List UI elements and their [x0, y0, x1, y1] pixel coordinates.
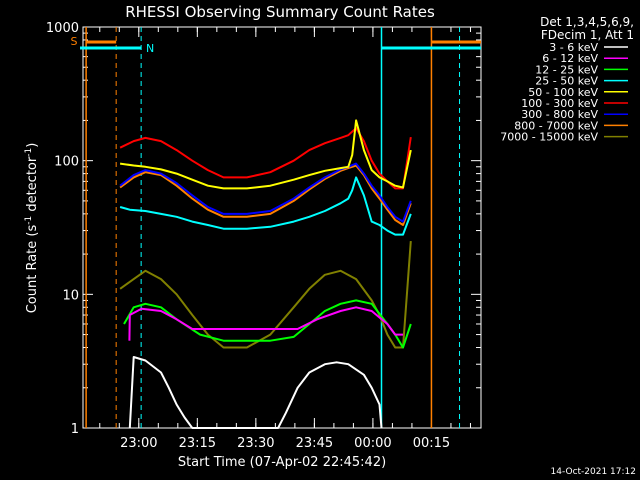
series-line	[128, 356, 383, 429]
legend-header-2: FDecim 1, Att 1	[541, 28, 634, 42]
series-line	[128, 306, 403, 341]
series-line	[119, 127, 412, 190]
legend-label: 800 - 7000 keV	[514, 119, 598, 132]
legend-label: 100 - 300 keV	[521, 97, 598, 110]
x-tick-label: 23:00	[120, 436, 157, 451]
legend-label: 12 - 25 keV	[535, 63, 598, 76]
series-line	[123, 299, 412, 349]
x-tick-label: 00:00	[354, 436, 391, 451]
legend-label: 3 - 6 keV	[549, 41, 598, 54]
y-tick-label: 100	[54, 155, 79, 170]
flag-markers: SN	[71, 27, 481, 428]
series-line	[119, 241, 412, 349]
plot-frame	[82, 26, 482, 429]
series-line	[119, 119, 412, 190]
legend-label: 300 - 800 keV	[521, 108, 598, 121]
y-axis: 1 10 100 1000	[46, 21, 481, 437]
series-line	[119, 164, 412, 226]
x-tick-label: 23:30	[237, 436, 274, 451]
saa-flag-label: S	[71, 35, 78, 48]
x-axis-label: Start Time (07-Apr-02 22:45:42)	[178, 455, 386, 470]
legend-label: 25 - 50 keV	[535, 75, 598, 88]
y-axis-label: Count Rate (s-1 detector-1)	[24, 143, 40, 314]
night-flag-label: N	[146, 42, 154, 55]
footer-date: 14-Oct-2021 17:12	[551, 467, 636, 477]
x-tick-label: 23:45	[296, 436, 333, 451]
legend-label: 6 - 12 keV	[542, 52, 598, 65]
y-tick-label: 1	[71, 422, 79, 437]
chart-title: RHESSI Observing Summary Count Rates	[125, 3, 435, 21]
legend-label: 7000 - 15000 keV	[500, 131, 598, 144]
legend: Det 1,3,4,5,6,9, FDecim 1, Att 1 3 - 6 k…	[500, 15, 634, 144]
legend-header-1: Det 1,3,4,5,6,9,	[540, 15, 634, 29]
x-axis: 23:00 23:15 23:30 23:45 00:00 00:15	[99, 27, 471, 451]
legend-label: 50 - 100 keV	[528, 86, 598, 99]
series-line	[119, 176, 412, 236]
series-layer	[119, 119, 412, 429]
y-tick-label: 10	[62, 288, 79, 303]
x-tick-label: 00:15	[413, 436, 450, 451]
y-tick-label: 1000	[46, 21, 79, 36]
series-line	[119, 162, 412, 223]
x-tick-label: 23:15	[179, 436, 216, 451]
